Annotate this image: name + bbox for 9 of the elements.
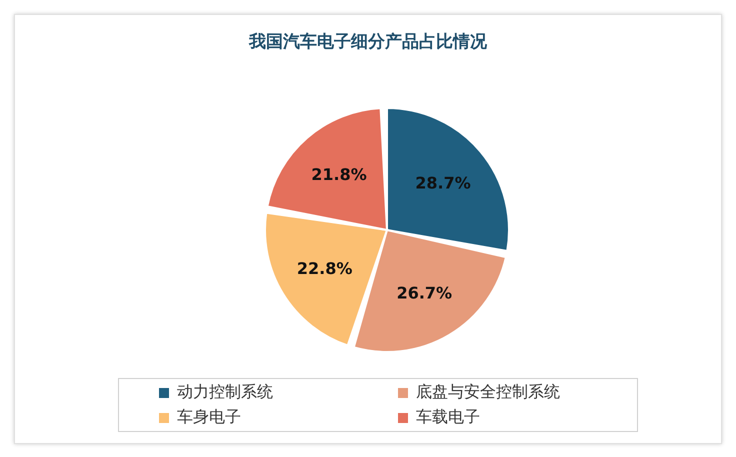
legend-label: 动力控制系统: [176, 382, 274, 403]
data-label: 21.8%: [311, 165, 367, 184]
data-label: 22.8%: [296, 258, 352, 278]
data-label: 26.7%: [396, 283, 452, 302]
legend-label: 底盘与安全控制系统: [415, 382, 561, 403]
legend-label: 车载电子: [415, 407, 481, 428]
legend-label: 车身电子: [176, 407, 242, 428]
chart-title: 我国汽车电子细分产品占比情况: [248, 31, 488, 53]
data-label: 28.7%: [415, 173, 471, 192]
